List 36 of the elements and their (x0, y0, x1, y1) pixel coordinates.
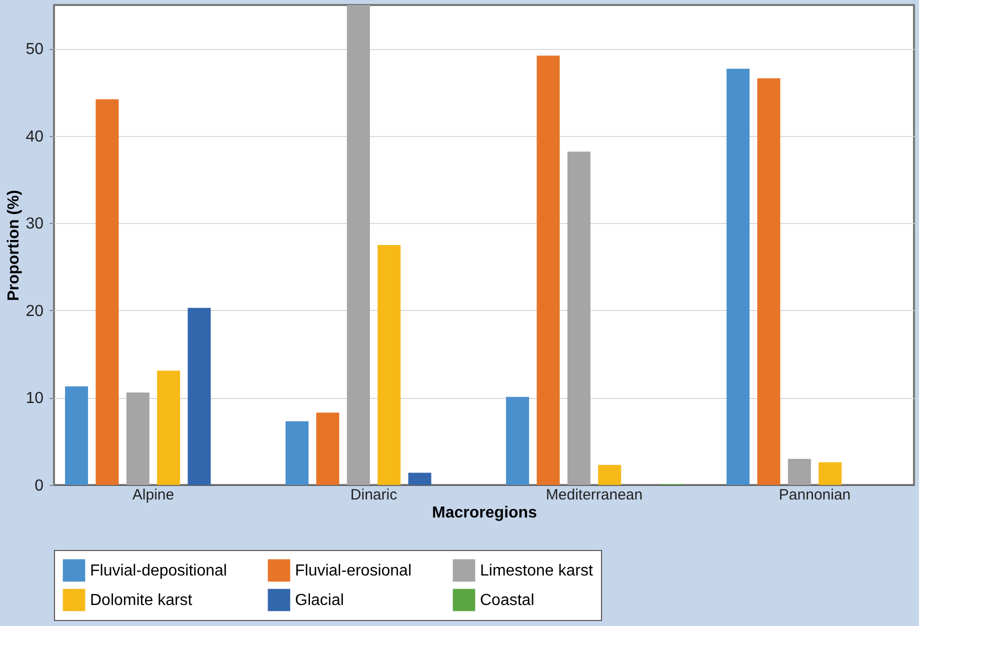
bar (188, 308, 211, 485)
bar (726, 68, 750, 485)
y-tick-label: 40 (26, 128, 44, 146)
bar (378, 245, 401, 485)
y-tick-label: 20 (26, 302, 44, 320)
bar (65, 386, 88, 485)
legend-label: Fluvial-depositional (90, 562, 227, 580)
x-axis-title: Macroregions (432, 504, 538, 522)
bar (316, 412, 340, 485)
bar (757, 78, 780, 485)
bar (598, 464, 622, 485)
y-tick-label: 0 (34, 478, 44, 494)
bar (788, 458, 811, 485)
y-tick-label: 50 (26, 41, 44, 58)
y-tick-label: 10 (26, 390, 44, 408)
bar (286, 421, 309, 485)
legend-label: Limestone karst (480, 562, 594, 580)
y-axis-title: Proportion (%) (6, 190, 23, 302)
y-tick-label: 30 (26, 216, 44, 233)
bar (126, 392, 150, 485)
bar (408, 472, 432, 485)
legend-label: Glacial (295, 592, 344, 609)
x-tick-label: Dinaric (350, 486, 398, 504)
x-tick-label: Mediterranean (546, 486, 643, 504)
legend-label: Fluvial-erosional (295, 562, 412, 580)
x-tick-label: Alpine (132, 486, 174, 504)
bar (567, 152, 590, 485)
x-tick-label: Pannonian (778, 486, 851, 504)
legend-label: Coastal (480, 592, 534, 609)
bar (818, 462, 842, 485)
bar (506, 396, 530, 485)
legend-label: Dolomite karst (90, 592, 193, 609)
bar (536, 56, 560, 485)
bar (96, 99, 119, 485)
bar (157, 370, 180, 485)
bar (346, 5, 370, 485)
